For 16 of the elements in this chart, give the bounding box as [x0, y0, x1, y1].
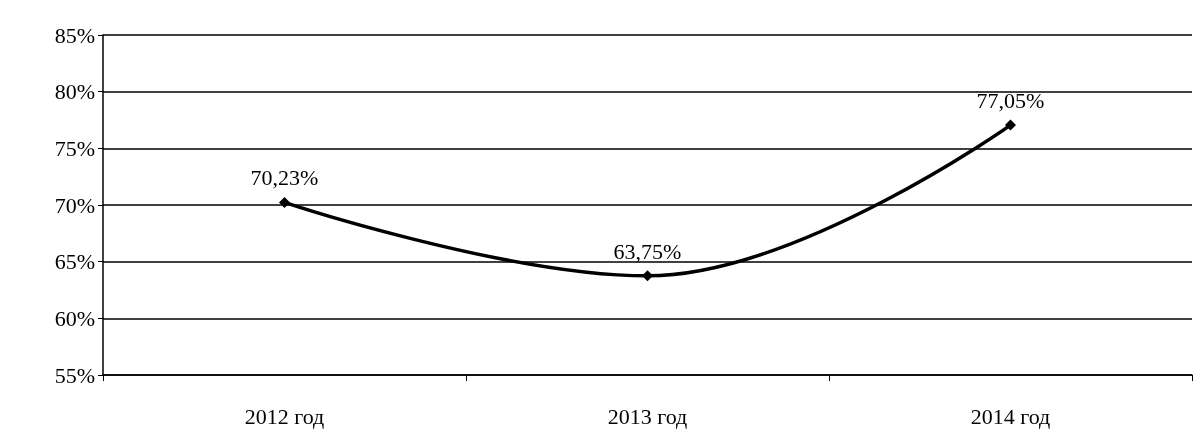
y-tick-label: 75% [54, 135, 95, 161]
y-tick-label: 80% [54, 79, 95, 105]
data-label: 63,75% [613, 238, 682, 264]
data-label: 70,23% [250, 165, 319, 191]
point [642, 270, 653, 282]
point [279, 196, 290, 208]
y-tick-label: 55% [54, 362, 95, 388]
x-tick-label: 2013 год [607, 403, 688, 429]
data-label: 77,05% [976, 88, 1045, 114]
x-tick-label: 2012 год [244, 403, 325, 429]
y-tick-label: 85% [54, 22, 95, 48]
y-tick-label: 60% [54, 305, 95, 331]
y-tick-label: 65% [54, 249, 95, 275]
y-tick-label: 70% [54, 192, 95, 218]
point [1005, 119, 1016, 131]
x-tick-label: 2014 год [970, 403, 1051, 429]
